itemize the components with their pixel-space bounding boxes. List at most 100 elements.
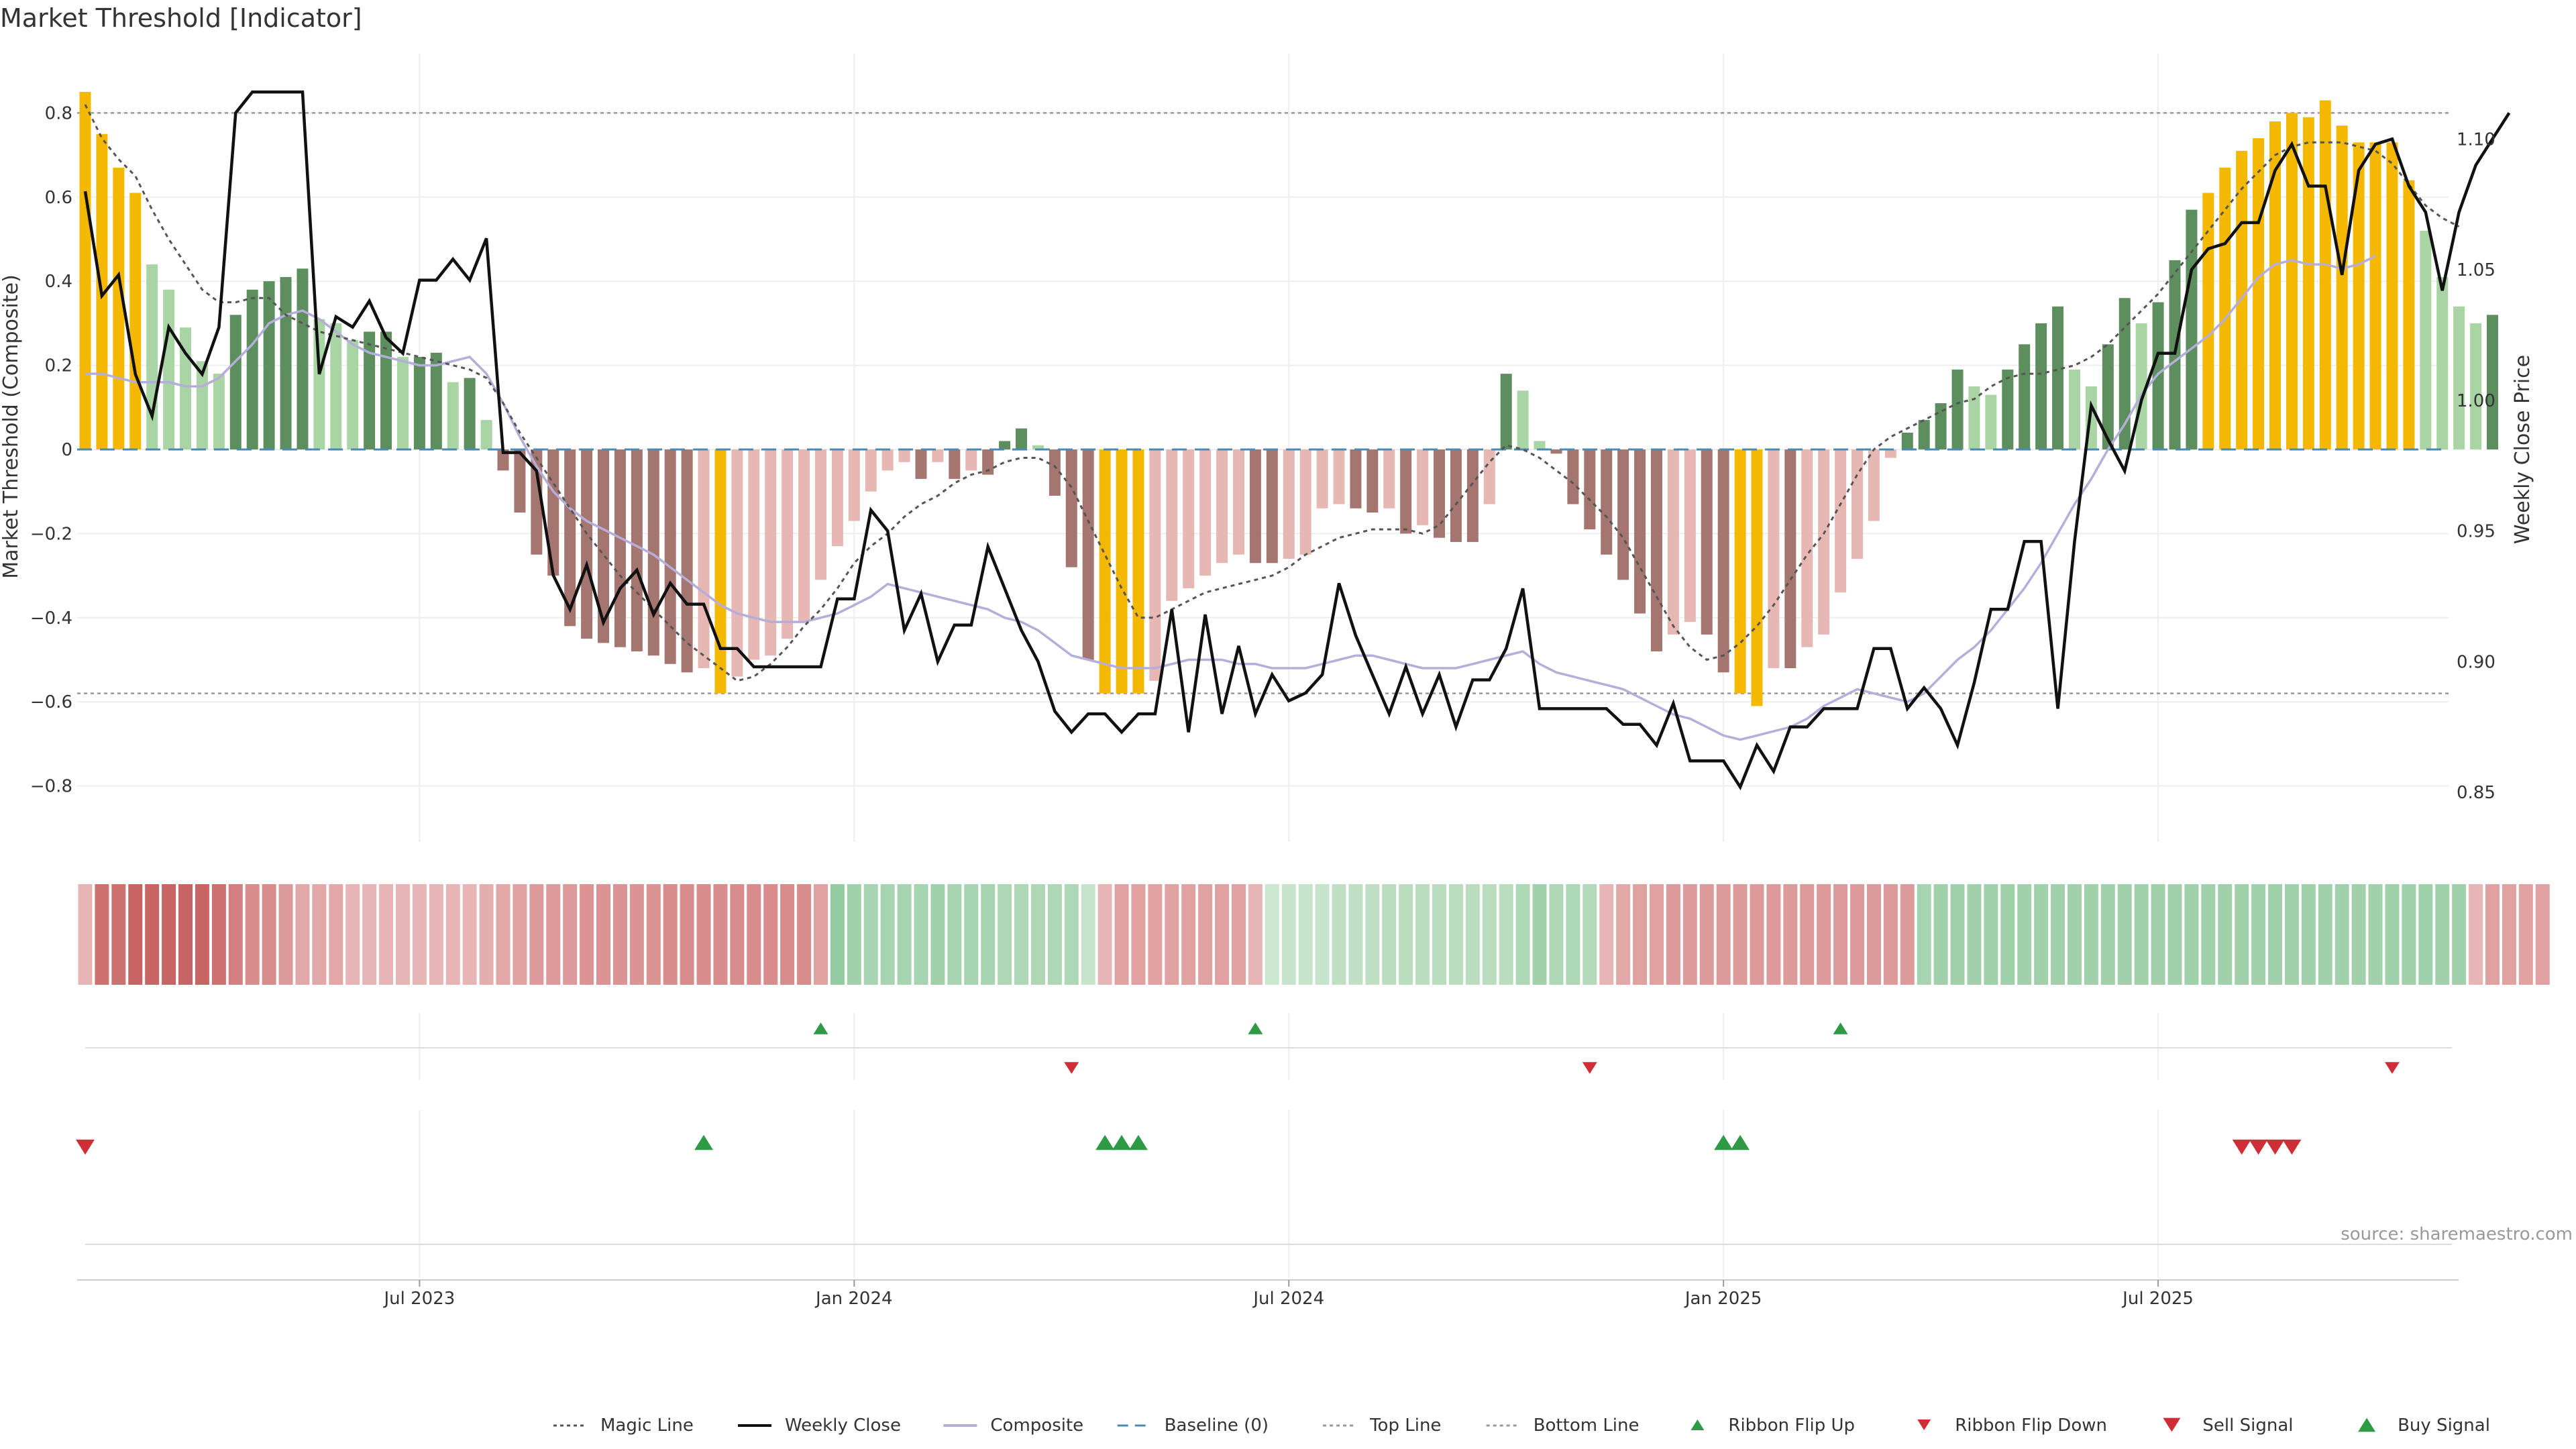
ribbon-cell bbox=[1649, 884, 1664, 985]
x-tick-label: Jul 2025 bbox=[2121, 1289, 2194, 1309]
ribbon-cell bbox=[1432, 884, 1447, 985]
ribbon-cell bbox=[462, 884, 477, 985]
composite-bar bbox=[1884, 449, 1896, 458]
ribbon-cell bbox=[479, 884, 494, 985]
composite-bar bbox=[1383, 449, 1395, 508]
ribbon-cell bbox=[1231, 884, 1246, 985]
legend-item: Weekly Close bbox=[738, 1415, 901, 1436]
ribbon-cell bbox=[2268, 884, 2283, 985]
composite-bar bbox=[1768, 449, 1780, 669]
ribbon-cell bbox=[1448, 884, 1463, 985]
left-tick-label: 0.4 bbox=[45, 272, 72, 292]
composite-bar bbox=[1032, 445, 1044, 449]
ribbon-cell bbox=[2485, 884, 2500, 985]
composite-bar bbox=[1550, 449, 1562, 454]
composite-bar bbox=[1316, 449, 1328, 508]
composite-bar bbox=[831, 449, 843, 547]
composite-bar bbox=[246, 289, 258, 449]
magic-line bbox=[84, 104, 2460, 682]
composite-bar bbox=[1918, 420, 1930, 449]
ribbon-cell bbox=[646, 884, 661, 985]
ribbon-cell bbox=[1165, 884, 1179, 985]
sell-signal-marker bbox=[2282, 1139, 2302, 1155]
ribbon-cell bbox=[95, 884, 109, 985]
x-tick-label: Jan 2024 bbox=[814, 1289, 893, 1309]
composite-bar bbox=[2068, 369, 2080, 449]
composite-bar bbox=[547, 449, 559, 576]
composite-bar bbox=[2002, 369, 2014, 449]
composite-bar bbox=[1835, 449, 1847, 593]
ribbon-cell bbox=[763, 884, 778, 985]
ribbon-cell bbox=[1950, 884, 1965, 985]
ribbon-cell bbox=[329, 884, 343, 985]
ribbon-cell bbox=[546, 884, 561, 985]
composite-bar bbox=[865, 449, 877, 492]
composite-bar bbox=[664, 449, 676, 664]
composite-bar bbox=[999, 441, 1011, 449]
composite-bar bbox=[1801, 449, 1813, 647]
ribbon-cell bbox=[1332, 884, 1346, 985]
chart-title: Market Threshold [Indicator] bbox=[0, 3, 362, 33]
right-tick-label: 1.00 bbox=[2457, 391, 2496, 411]
ribbon-cell bbox=[863, 884, 878, 985]
composite-bar bbox=[1500, 374, 1512, 449]
composite-bar bbox=[698, 449, 710, 669]
ribbon-cell bbox=[2351, 884, 2366, 985]
composite-bar bbox=[330, 323, 342, 449]
ribbon-cell bbox=[2017, 884, 2032, 985]
composite-bar bbox=[1434, 449, 1446, 538]
composite-bar bbox=[1868, 449, 1880, 521]
composite-bar bbox=[731, 449, 743, 677]
ribbon-strip bbox=[78, 884, 2550, 985]
composite-bar bbox=[798, 449, 810, 623]
ribbon-cell bbox=[1933, 884, 1948, 985]
left-tick-label: 0.8 bbox=[45, 103, 72, 123]
buy-signal-marker bbox=[1112, 1134, 1132, 1150]
composite-bar bbox=[514, 449, 526, 513]
ribbon-cell bbox=[1900, 884, 1915, 985]
composite-bar bbox=[2386, 142, 2398, 450]
ribbon-cell bbox=[513, 884, 527, 985]
composite-bar bbox=[297, 268, 309, 449]
composite-bar bbox=[1049, 449, 1061, 496]
ribbon-cell bbox=[1800, 884, 1815, 985]
ribbon-cell bbox=[445, 884, 460, 985]
composite-bar bbox=[2236, 150, 2248, 449]
ribbon-cell bbox=[2385, 884, 2400, 985]
legend-item: Top Line bbox=[1323, 1415, 1441, 1436]
ribbon-cell bbox=[2034, 884, 2049, 985]
ribbon-cell bbox=[1883, 884, 1898, 985]
composite-bar bbox=[1650, 449, 1662, 651]
ribbon-cell bbox=[2402, 884, 2416, 985]
x-tick-label: Jan 2025 bbox=[1684, 1289, 1762, 1309]
axis-ticks: 0.8 0.6 0.4 0.2 0 −0.2 −0.4 −0.6 −0.8 1.10 1.05 1.0… bbox=[30, 103, 2496, 803]
ribbon-cell bbox=[1549, 884, 1564, 985]
sell-signal-marker bbox=[76, 1139, 95, 1155]
composite-bar bbox=[1116, 449, 1128, 694]
ribbon-cell bbox=[1850, 884, 1865, 985]
legend-swatch bbox=[2163, 1417, 2181, 1432]
composite-bar bbox=[79, 92, 91, 450]
composite-bar bbox=[814, 449, 826, 580]
ribbon-cell bbox=[880, 884, 895, 985]
composite-bar bbox=[2186, 209, 2198, 449]
right-tick-label: 0.90 bbox=[2457, 652, 2496, 672]
composite-bar bbox=[1333, 449, 1345, 504]
ribbon-cell bbox=[362, 884, 377, 985]
ribbon-cell bbox=[2251, 884, 2266, 985]
ribbon-cell bbox=[998, 884, 1012, 985]
ribbon-cell bbox=[145, 884, 160, 985]
composite-bar bbox=[2202, 193, 2214, 449]
ribbon-cell bbox=[2117, 884, 2132, 985]
ribbon-cell bbox=[663, 884, 678, 985]
ribbon-cell bbox=[847, 884, 861, 985]
composite-bar bbox=[480, 420, 492, 449]
weekly-close-line bbox=[83, 90, 2511, 791]
legend-item: Bottom Line bbox=[1486, 1415, 1640, 1436]
legend-label: Ribbon Flip Up bbox=[1728, 1415, 1855, 1436]
ribbon-cell bbox=[1348, 884, 1363, 985]
composite-bar bbox=[2353, 142, 2365, 450]
legend-item: Sell Signal bbox=[2163, 1415, 2293, 1436]
composite-bar bbox=[2118, 298, 2131, 449]
